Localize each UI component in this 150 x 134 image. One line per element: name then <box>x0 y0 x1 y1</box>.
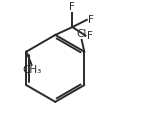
Text: F: F <box>69 2 75 12</box>
Text: F: F <box>88 15 94 25</box>
Text: F: F <box>87 31 92 41</box>
Text: CH₃: CH₃ <box>22 65 41 75</box>
Text: Cl: Cl <box>76 29 87 39</box>
